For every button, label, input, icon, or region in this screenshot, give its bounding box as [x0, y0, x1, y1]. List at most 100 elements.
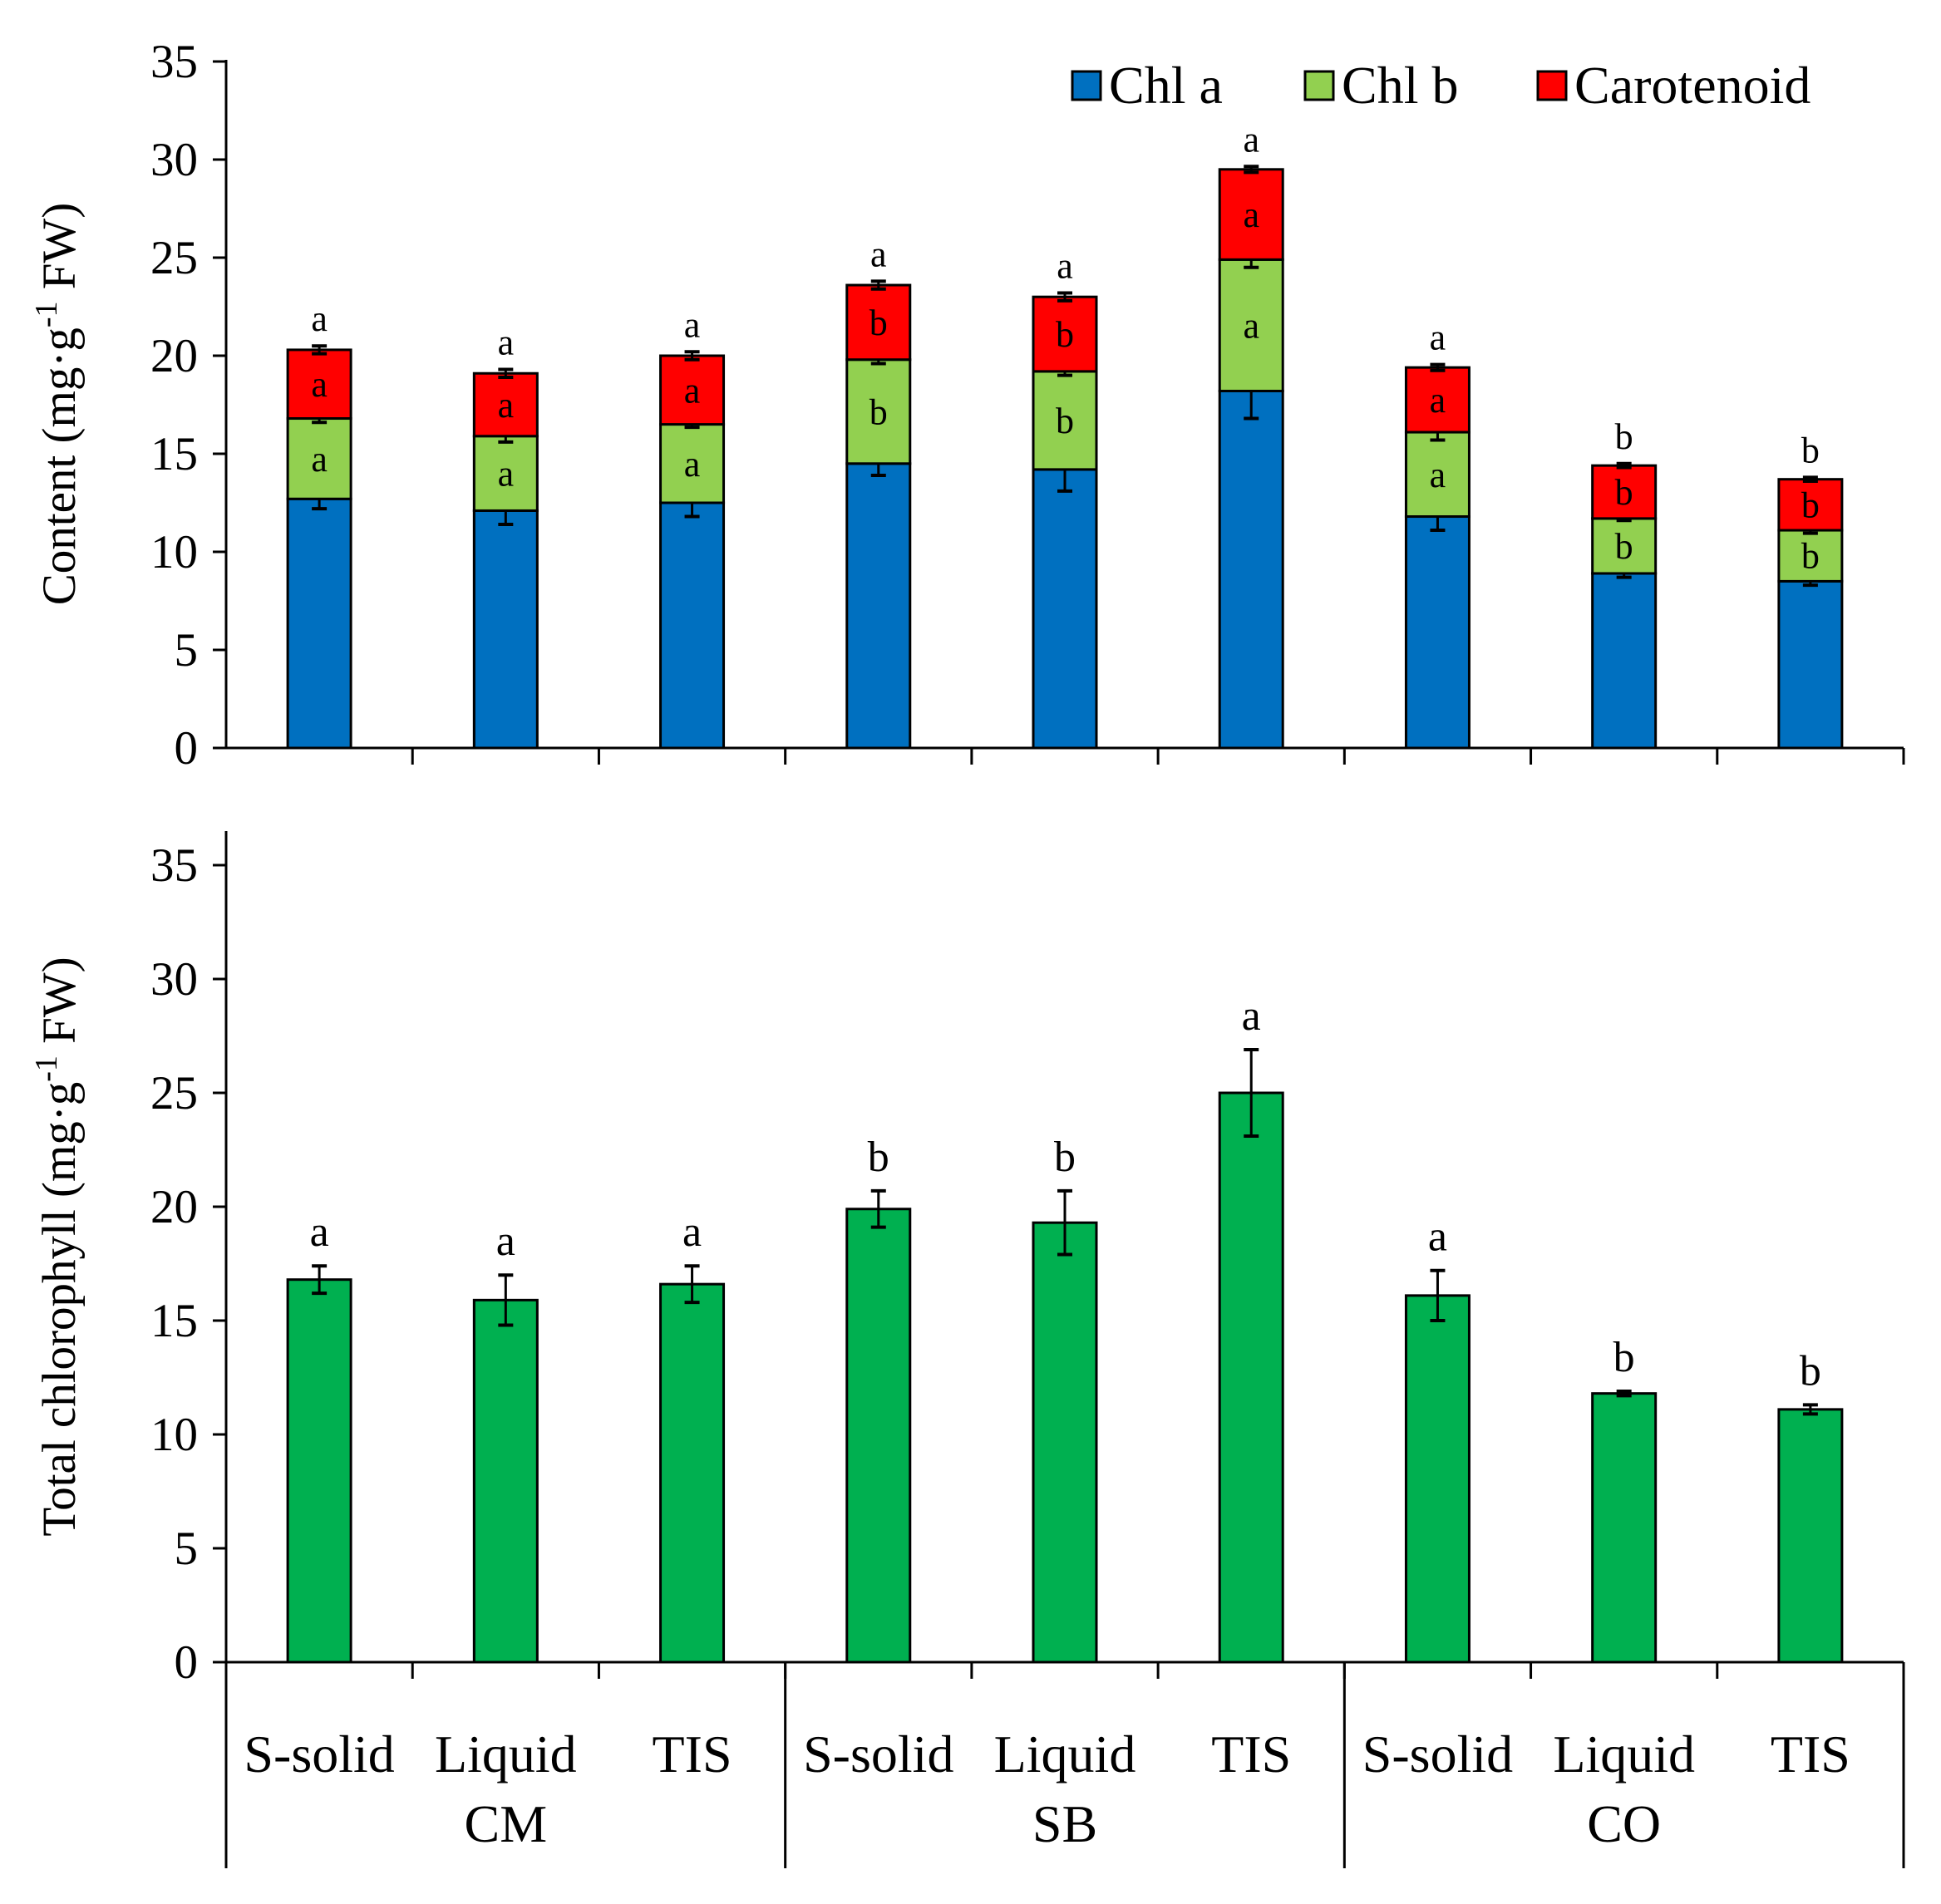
stacked-bar-segment-chl-b	[845, 358, 912, 465]
segment-significance-letter: b	[1615, 472, 1633, 513]
bar-significance-letter: b	[1801, 430, 1820, 470]
stacked-bar-segment-chl-b	[1218, 258, 1284, 392]
x-category-label: TIS	[1771, 1724, 1850, 1783]
y-axis-title-main: Content (mg·g	[33, 327, 86, 605]
stacked-bar-segment-chl-a	[1591, 572, 1658, 750]
segment-significance-letter: a	[1430, 455, 1446, 495]
segment-significance-letter: a	[311, 364, 328, 405]
x-group-label: CO	[1587, 1794, 1661, 1853]
y-tick-label: 25	[150, 1067, 198, 1119]
segment-significance-letter: a	[684, 370, 701, 411]
total-chlorophyll-bar	[1591, 1392, 1658, 1664]
segment-significance-letter: a	[1243, 305, 1259, 346]
y-tick-label: 0	[175, 722, 199, 775]
x-category-label: S-solid	[803, 1724, 953, 1783]
stacked-bar-segment-chl-a	[1032, 468, 1098, 750]
bar-significance-letter: a	[498, 322, 515, 363]
y-tick-label: 10	[150, 1409, 198, 1461]
stacked-bar-segment-chl-b	[1404, 430, 1471, 519]
y-tick-label: 15	[150, 428, 198, 480]
y-tick-label: 35	[150, 36, 198, 88]
x-group-label: SB	[1032, 1794, 1097, 1853]
stacked-bar-segment-chl-a	[1404, 515, 1471, 750]
legend-swatch	[1303, 70, 1335, 101]
y-tick-label: 10	[150, 526, 198, 578]
total-chlorophyll-bar	[1032, 1221, 1098, 1664]
bar-significance-letter: a	[1430, 317, 1446, 358]
stacked-bar-segment-carotenoid	[472, 371, 539, 438]
stacked-bar-segment-carotenoid	[1218, 168, 1284, 261]
x-group-label: CM	[465, 1794, 548, 1853]
y-tick-label: 0	[175, 1636, 199, 1689]
bar-significance-letter: a	[684, 304, 701, 345]
x-category-label: TIS	[1211, 1724, 1291, 1783]
stacked-bar-segment-chl-a	[659, 501, 726, 750]
x-category-label: Liquid	[994, 1724, 1136, 1783]
bar-significance-letter: a	[1243, 119, 1259, 160]
x-category-axis: S-solid Liquid TIS S-solid Liquid TIS S-solid L…	[224, 1662, 1905, 1868]
y-tick-label: 30	[150, 134, 198, 186]
bar-significance-letter: a	[1242, 992, 1261, 1040]
bar-significance-letter: a	[310, 1208, 329, 1256]
y-axis-title-main: Total chlorophyll (mg·g	[33, 1082, 86, 1537]
total-chlorophyll-bar	[1404, 1294, 1471, 1664]
stacked-bar-segment-chl-b	[1777, 529, 1844, 583]
bar-significance-letter: b	[1613, 1334, 1635, 1381]
y-tick-label: 15	[150, 1295, 198, 1347]
segment-significance-letter: a	[684, 444, 701, 485]
stacked-bar-segment-carotenoid	[286, 348, 352, 421]
legend-label: Chl b	[1342, 56, 1458, 115]
y-tick-label: 25	[150, 232, 198, 284]
y-axis-title-unit: FW)	[33, 203, 86, 302]
y-axis-title-unit: FW)	[33, 957, 86, 1055]
total-chlorophyll-bar	[286, 1278, 352, 1664]
stacked-bar-segment-carotenoid	[1591, 464, 1658, 520]
y-axis-title: Total chlorophyll (mg·g-1 FW)	[29, 957, 86, 1536]
legend-label: Chl a	[1109, 56, 1223, 115]
stacked-bar-segment-carotenoid	[1032, 295, 1098, 373]
legend-label: Carotenoid	[1574, 56, 1810, 115]
segment-significance-letter: b	[1615, 526, 1633, 567]
segment-significance-letter: b	[870, 391, 888, 432]
segment-significance-letter: a	[1243, 194, 1259, 235]
y-axis-title: Content (mg·g-1 FW)	[29, 203, 86, 605]
bar-significance-letter: a	[1057, 245, 1073, 286]
total-chlorophyll-bar	[472, 1298, 539, 1664]
stacked-bar-segment-chl-a	[845, 462, 912, 750]
total-chlorophyll-bar	[659, 1282, 726, 1664]
x-category-label: S-solid	[1362, 1724, 1513, 1783]
y-tick-label: 35	[150, 839, 198, 892]
legend-swatch	[1536, 70, 1568, 101]
y-axis-title-sup: -1	[29, 1055, 64, 1082]
segment-significance-letter: b	[1056, 314, 1074, 355]
segment-significance-letter: a	[498, 385, 515, 426]
bar-significance-letter: b	[868, 1134, 889, 1181]
stacked-bar-segment-chl-a	[1777, 579, 1844, 750]
stacked-bar-segment-chl-b	[1032, 370, 1098, 471]
stacked-bar-segment-chl-b	[286, 417, 352, 500]
stacked-bar-segment-carotenoid	[659, 354, 726, 426]
bar-significance-letter: b	[1800, 1347, 1821, 1395]
y-tick-label: 5	[175, 624, 199, 676]
total-chlorophyll-bar	[1777, 1408, 1844, 1664]
x-category-label: TIS	[653, 1724, 732, 1783]
stacked-bar-segment-chl-a	[472, 509, 539, 750]
segment-significance-letter: a	[498, 454, 515, 494]
y-tick-label: 20	[150, 330, 198, 382]
segment-significance-letter: a	[311, 439, 328, 480]
bar-significance-letter: a	[870, 234, 887, 274]
stacked-bar-segment-chl-a	[286, 497, 352, 750]
segment-significance-letter: b	[870, 303, 888, 343]
x-category-label: S-solid	[244, 1724, 394, 1783]
bottom-total-chart: 0 5 10 15 20 25 30 35 Total chlorophyll (mg·g-1 …	[29, 831, 1905, 1689]
segment-significance-letter: b	[1056, 401, 1074, 441]
total-chlorophyll-bar	[845, 1208, 912, 1664]
bar-significance-letter: a	[1428, 1213, 1447, 1261]
total-chlorophyll-bar	[1218, 1091, 1284, 1664]
bar-significance-letter: a	[682, 1208, 702, 1256]
bar-significance-letter: a	[496, 1218, 515, 1265]
segment-significance-letter: a	[1430, 380, 1446, 421]
x-category-label: Liquid	[435, 1724, 577, 1783]
stacked-bar-segment-chl-b	[472, 435, 539, 512]
